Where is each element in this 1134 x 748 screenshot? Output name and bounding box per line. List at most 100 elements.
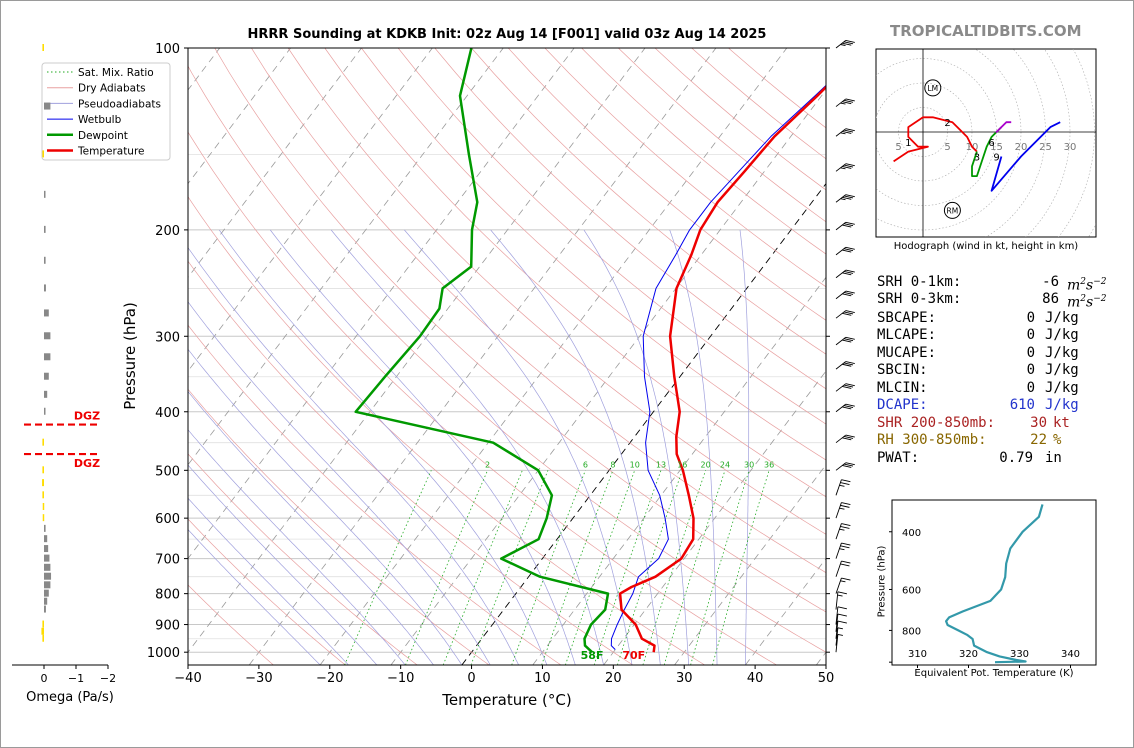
- barb-flag: [841, 577, 851, 581]
- stat-mlcin: MLCIN: 0 J/kg: [877, 380, 1079, 396]
- dry-adiabat-line: [188, 453, 418, 665]
- omega-bar: [44, 563, 51, 571]
- barb-flag: [843, 248, 854, 252]
- omega-bar: [44, 102, 51, 110]
- x-tick-label: 20: [605, 671, 622, 686]
- barb-shaft: [835, 613, 839, 632]
- dry-adiabat-line: [361, 48, 826, 461]
- y-tick-label: 100: [155, 42, 180, 57]
- barb-flag: [845, 269, 855, 273]
- hodograph-frame: [875, 48, 1097, 238]
- skewt-chart: −40 −30 −20 −10 0 10 20 30 40 5010020030040050060…: [41, 39, 855, 686]
- mixing-ratio-line: [470, 470, 549, 665]
- stat-dcape: DCAPE: 610 J/kg: [877, 397, 1079, 413]
- wind-barb: [835, 98, 855, 107]
- omega-bar: [44, 225, 46, 233]
- legend-box: [41, 62, 171, 161]
- wind-barb: [835, 194, 855, 203]
- thetae-x-tick-label: 310: [908, 649, 927, 660]
- y-tick-label: 700: [155, 553, 180, 568]
- barb-flag: [843, 223, 854, 227]
- barb-flag: [843, 405, 854, 408]
- barb-flag: [842, 101, 852, 105]
- wind-barb: [835, 290, 855, 300]
- y-tick-label: 400: [155, 406, 180, 421]
- mixing-ratio-line: [690, 470, 750, 665]
- dry-adiabat-line: [188, 131, 777, 665]
- hodograph-height-label: 2: [944, 118, 950, 129]
- moist-adiabat-line: [188, 390, 434, 665]
- wind-barb: [835, 310, 855, 319]
- barb-half-flag: [837, 627, 843, 630]
- mixing-ratio-line: [617, 470, 683, 665]
- moist-adiabat-line: [404, 229, 633, 665]
- moist-adiabat-line: [188, 246, 519, 665]
- skewt-x-label: Temperature (°C): [442, 691, 572, 709]
- hodograph-ring-label: 30: [1064, 142, 1077, 153]
- mixing-ratio-line: [344, 470, 432, 665]
- wind-barb: [835, 383, 855, 392]
- moist-adiabat-line: [188, 429, 406, 665]
- dry-adiabat-line: [471, 48, 826, 355]
- barb-shaft: [835, 560, 842, 577]
- barb-shaft: [835, 591, 839, 610]
- hodograph-caption: Hodograph (wind in kt, height in km): [893, 241, 1079, 252]
- mixing-ratio-label: 16: [677, 460, 687, 469]
- wind-barb: [835, 361, 855, 370]
- omega-bar: [44, 407, 46, 415]
- omega-bar: [44, 309, 49, 317]
- barb-flag: [841, 479, 851, 483]
- wind-barb: [835, 577, 851, 594]
- isotherm-line: [188, 48, 575, 560]
- barb-half-flag: [840, 167, 846, 170]
- barb-flag: [837, 620, 847, 624]
- mixing-ratio-label: 13: [656, 460, 666, 469]
- omega-bar: [42, 620, 44, 628]
- dry-adiabat-line: [434, 48, 826, 390]
- omega-x-tick-label: 0: [41, 672, 48, 685]
- dry-adiabat-line: [324, 48, 826, 498]
- barb-flag: [843, 271, 854, 274]
- barb-flag: [837, 613, 847, 617]
- x-tick-label: −40: [174, 671, 201, 686]
- skewt-frame: [187, 47, 827, 666]
- barb-flag: [845, 221, 855, 225]
- omega-bar: [44, 581, 51, 589]
- barb-half-flag: [837, 594, 843, 597]
- barb-flag: [845, 194, 855, 198]
- omega-bar: [44, 572, 52, 580]
- wind-barb: [835, 613, 847, 632]
- y-tick-label: 600: [155, 512, 180, 527]
- omega-bar: [44, 390, 48, 398]
- dry-adiabat-line: [188, 518, 346, 665]
- y-tick-label: 500: [155, 464, 180, 479]
- y-tick-label: 1000: [147, 646, 180, 661]
- barb-flag: [842, 293, 852, 297]
- barb-flag: [843, 435, 854, 439]
- stat-shear-200-850: SHR 200-850mb: 30 kt: [877, 415, 1070, 431]
- wind-barb: [835, 163, 855, 172]
- omega-bar: [44, 545, 49, 553]
- skewt-background-lines: [188, 48, 826, 665]
- barb-flag: [840, 545, 850, 549]
- omega-bar: [42, 491, 44, 499]
- surface-dewpoint-label: 58F: [581, 649, 604, 662]
- hodograph-height-label: 6: [988, 138, 994, 149]
- barb-shaft: [835, 634, 839, 653]
- barb-flag: [845, 39, 855, 43]
- moist-adiabat-line: [583, 229, 690, 665]
- wind-barb: [835, 462, 855, 471]
- barb-flag: [840, 525, 850, 529]
- thetae-chart: 310 320 330 340 400 600 800: [889, 499, 1097, 668]
- barb-flag: [840, 482, 850, 485]
- hodograph-segment: [971, 126, 1003, 177]
- hodograph-segment: [995, 121, 1012, 133]
- barb-flag: [843, 164, 854, 168]
- barb-flag: [843, 41, 854, 45]
- hodograph-ring-label: 25: [1039, 142, 1052, 153]
- x-tick-label: 10: [534, 671, 551, 686]
- x-tick-label: 50: [818, 671, 835, 686]
- thetae-y-tick-label: 800: [902, 626, 921, 637]
